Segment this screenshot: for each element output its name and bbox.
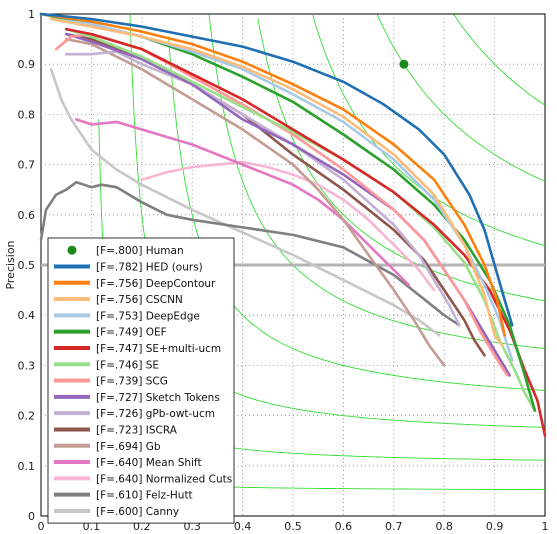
series-line xyxy=(64,32,512,377)
legend-label: [F=.747] SE+multi-ucm xyxy=(96,343,221,355)
y-tick-label: 0.3 xyxy=(18,359,36,372)
series-line xyxy=(39,12,514,327)
y-tick-labels: 0 0.1 0.2 0.3 0.4 0.5 0.6 0.7 0.8 0.9 1 xyxy=(18,8,36,523)
x-tick-label: 0.7 xyxy=(385,520,403,533)
x-tick-label: 0 xyxy=(38,520,45,533)
x-tick-label: 0.9 xyxy=(486,520,504,533)
x-tick-label: 0.8 xyxy=(435,520,453,533)
legend-label: [F=.640] Normalized Cuts xyxy=(96,473,232,485)
x-tick-label: 0.4 xyxy=(234,520,252,533)
y-tick-label: 0.2 xyxy=(18,410,36,423)
x-tick-labels: 0 0.1 0.2 0.3 0.4 0.5 0.6 0.7 0.8 0.9 1 xyxy=(38,520,549,533)
x-tick-label: 0.6 xyxy=(335,520,353,533)
series-line xyxy=(49,17,504,347)
series-line xyxy=(39,12,507,337)
y-tick-label: 0.4 xyxy=(18,309,36,322)
series-line xyxy=(75,118,411,287)
series-line xyxy=(39,180,461,327)
legend-label: [F=.723] ISCRA xyxy=(96,424,178,436)
legend-label: [F=.694] Gb xyxy=(96,441,161,453)
legend-label: [F=.727] Sketch Tokens xyxy=(96,392,220,404)
legend-marker xyxy=(67,245,77,255)
human-point xyxy=(399,59,409,69)
y-tick-label: 0.6 xyxy=(18,209,36,222)
y-tick-label: 0 xyxy=(28,510,35,523)
legend: [F=.800] Human [F=.782] HED (ours) [F=.756… xyxy=(47,237,235,524)
series-line xyxy=(64,37,446,367)
x-tick-label: 1 xyxy=(542,520,549,533)
legend-label: [F=.746] SE xyxy=(96,359,159,371)
y-axis-label: Precision xyxy=(4,240,17,289)
series-line xyxy=(49,67,441,337)
iso-f-curve xyxy=(453,14,546,106)
legend-label: [F=.800] Human xyxy=(96,245,184,257)
legend-label: [F=.640] Mean Shift xyxy=(96,457,202,469)
series-lines xyxy=(39,12,547,438)
legend-label: [F=.756] DeepContour xyxy=(96,278,216,290)
y-tick-label: 0.7 xyxy=(18,159,36,172)
legend-label: [F=.756] CSCNN xyxy=(96,294,183,306)
y-tick-label: 1 xyxy=(28,8,35,21)
legend-label: [F=.753] DeepEdge xyxy=(96,310,200,322)
legend-label: [F=.610] Felz-Hutt xyxy=(96,490,193,502)
x-tick-label: 0.5 xyxy=(284,520,302,533)
y-tick-label: 0.8 xyxy=(18,108,36,121)
legend-label: [F=.726] gPb-owt-ucm xyxy=(96,408,215,420)
series-line xyxy=(140,160,436,292)
y-tick-label: 0.9 xyxy=(18,58,36,71)
legend-label: [F=.600] Canny xyxy=(96,506,179,518)
legend-label: [F=.749] OEF xyxy=(96,327,167,339)
human-marker xyxy=(399,59,409,69)
legend-label: [F=.782] HED (ours) xyxy=(96,261,203,273)
y-tick-label: 0.1 xyxy=(18,460,36,473)
legend-label: [F=.739] SCG xyxy=(96,376,168,388)
y-tick-label: 0.5 xyxy=(18,259,36,272)
